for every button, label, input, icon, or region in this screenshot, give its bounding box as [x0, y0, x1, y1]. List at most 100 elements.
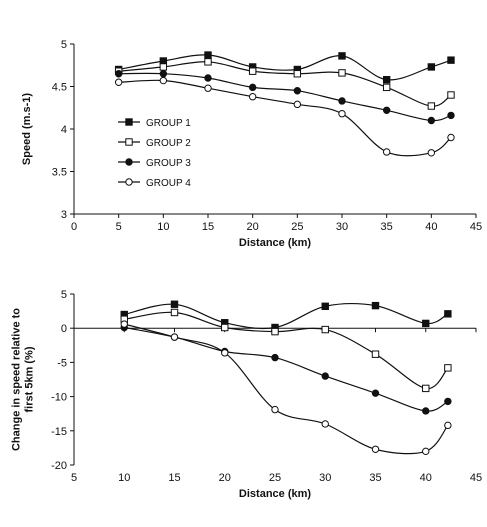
data-point [382, 76, 391, 84]
data-point [382, 83, 391, 92]
legend-label: GROUP 2 [146, 138, 191, 149]
x-tick-label: 25 [291, 221, 303, 233]
y-axis-title: Change in speed relative to [11, 308, 23, 451]
y-tick-label: 3 [61, 209, 67, 221]
data-point [447, 56, 455, 64]
legend-marker [125, 138, 133, 146]
y-tick-label: -15 [51, 426, 67, 438]
data-point [248, 93, 257, 101]
data-point [159, 63, 168, 71]
data-point [159, 70, 168, 78]
data-point [338, 97, 346, 105]
data-point [427, 102, 436, 110]
x-tick-label: 40 [420, 472, 432, 484]
data-point [371, 350, 380, 358]
series-2 [114, 58, 455, 110]
y-tick-label: 5 [61, 39, 67, 51]
x-tick-label: 25 [269, 472, 281, 484]
series-3 [120, 323, 452, 415]
data-point [170, 333, 179, 341]
y-tick-label: 5 [61, 289, 67, 301]
x-tick-label: 35 [381, 221, 393, 233]
data-point [447, 133, 455, 142]
legend-marker [125, 118, 133, 126]
data-point [338, 69, 346, 77]
data-point [427, 116, 436, 125]
data-point [371, 301, 380, 310]
series-4 [120, 320, 452, 456]
data-point [248, 83, 257, 92]
data-point [427, 149, 436, 157]
data-point [204, 51, 212, 59]
y-tick-label: 4.5 [52, 82, 67, 94]
data-point [159, 76, 168, 85]
x-tick-label: 35 [369, 472, 381, 484]
x-axis-title: Distance (km) [239, 488, 311, 500]
data-point [271, 327, 279, 336]
data-point [444, 364, 452, 372]
data-point [204, 84, 212, 92]
series-1 [120, 300, 452, 332]
legend-label: GROUP 3 [146, 158, 191, 169]
data-point [447, 91, 455, 99]
legend: GROUP 1 GROUP 2 GROUP 3 GROUP 4 [118, 118, 191, 189]
data-point [321, 420, 329, 428]
data-point [427, 63, 436, 71]
data-point [321, 325, 329, 334]
x-tick-label: 10 [118, 472, 130, 484]
x-tick-label: 30 [319, 472, 331, 484]
y-axis-title: first 5km (%) [24, 346, 36, 412]
data-point [293, 100, 302, 109]
series-line [118, 61, 452, 107]
x-tick-label: 45 [470, 221, 482, 233]
x-tick-label: 5 [116, 221, 122, 233]
data-point [382, 148, 391, 156]
y-tick-label: -5 [57, 357, 67, 369]
data-point [293, 87, 302, 95]
legend-marker [125, 158, 133, 166]
y-axis-title: Speed (m.s-1) [21, 93, 33, 165]
data-point [170, 308, 179, 317]
x-tick-label: 5 [71, 472, 77, 484]
x-tick-label: 15 [168, 472, 180, 484]
data-point [422, 384, 430, 393]
data-point [221, 349, 229, 357]
data-point [204, 58, 212, 66]
legend-marker [125, 178, 133, 186]
legend-item: GROUP 3 [118, 158, 191, 169]
data-point [221, 323, 229, 332]
data-point [204, 74, 212, 82]
x-axis-title: Distance (km) [239, 237, 311, 249]
x-tick-label: 20 [247, 221, 259, 233]
y-tick-label: 0 [61, 323, 67, 335]
x-tick-label: 30 [336, 221, 348, 233]
legend-label: GROUP 4 [146, 178, 191, 189]
x-tick-label: 0 [71, 221, 77, 233]
data-point [382, 106, 391, 115]
data-point [444, 310, 452, 318]
series-line [118, 54, 452, 81]
data-point [248, 67, 257, 75]
x-tick-label: 20 [219, 472, 231, 484]
data-point [293, 70, 302, 78]
x-tick-label: 40 [425, 221, 437, 233]
y-tick-label: -10 [51, 392, 67, 404]
x-tick-label: 45 [470, 472, 482, 484]
data-point [338, 52, 346, 60]
data-point [371, 445, 380, 453]
data-point [271, 353, 279, 362]
y-tick-label: 3.5 [52, 167, 67, 179]
data-point [321, 372, 329, 380]
series-3 [114, 70, 455, 125]
data-point [371, 389, 380, 397]
data-point [120, 320, 128, 328]
data-point [444, 421, 452, 430]
data-point [321, 302, 329, 311]
y-tick-label: -20 [51, 460, 67, 472]
data-point [444, 397, 452, 406]
data-point [159, 57, 168, 65]
series-4 [114, 76, 455, 157]
legend-item: GROUP 1 [118, 118, 191, 129]
x-tick-label: 15 [202, 221, 214, 233]
